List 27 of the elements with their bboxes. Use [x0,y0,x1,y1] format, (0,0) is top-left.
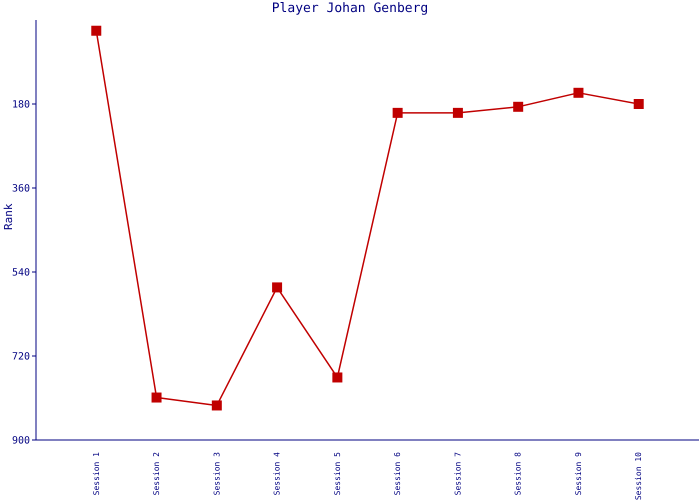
point [332,372,342,382]
point [452,108,463,118]
point [212,400,222,410]
x-tick-label: Session 8 [514,452,523,496]
point [573,88,584,98]
x-tick-label: Session 7 [453,452,462,496]
point [392,108,403,118]
x-tick-label: Session 3 [212,452,222,496]
point [152,392,162,403]
point [91,26,102,36]
x-tick-label: Session 6 [393,452,402,496]
y-tick-label: 540 [12,268,30,279]
x-tick-label: Session 5 [332,452,342,496]
y-tick-label: 720 [12,352,30,363]
y-tick-label: 180 [12,100,30,111]
y-tick-label: 360 [12,184,30,195]
y-axis-title: Rank [2,203,15,230]
x-tick-label: Session 1 [92,452,101,496]
x-tick-label: Session 9 [574,452,583,496]
y-tick-label: 900 [12,436,30,447]
point [513,102,524,112]
x-tick-label: Session 2 [152,452,162,496]
point [634,99,644,109]
x-tick-label: Session 4 [272,452,282,496]
x-tick-label: Session 10 [634,452,644,500]
point [272,282,282,292]
chart-title: Player Johan Genberg [270,0,430,18]
